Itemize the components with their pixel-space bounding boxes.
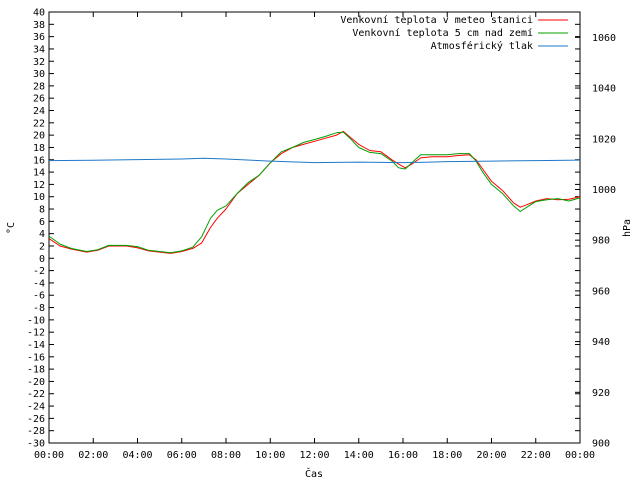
series-line-1 (48, 131, 581, 254)
series-lines (48, 130, 581, 254)
right-tick-label: 1060 (592, 33, 616, 44)
right-tick-label: 980 (592, 236, 610, 247)
x-tick-label: 10:00 (255, 450, 285, 461)
left-tick-label: -20 (27, 377, 45, 388)
left-tick-label: -28 (27, 426, 45, 437)
left-tick-label: 24 (33, 106, 45, 117)
right-tick-label: 940 (592, 337, 610, 348)
left-tick-label: 26 (33, 94, 45, 105)
x-tick-label: 00:00 (565, 450, 595, 461)
y-axis-label-right: hPa (622, 219, 633, 237)
x-axis: 00:00 02:00 04:00 06:00 08:00 10:00 12:00 14:00… (34, 12, 595, 461)
left-tick-label: -22 (27, 389, 45, 400)
left-tick-label: 30 (33, 69, 45, 80)
left-tick-label: -8 (33, 303, 45, 314)
x-tick-label: 02:00 (78, 450, 108, 461)
left-tick-label: -14 (27, 340, 45, 351)
x-tick-label: 18:00 (432, 450, 462, 461)
right-tick-label: 920 (592, 388, 610, 399)
left-tick-label: 28 (33, 81, 45, 92)
right-tick-label: 1000 (592, 185, 616, 196)
x-tick-label: 22:00 (521, 450, 551, 461)
left-tick-label: 40 (33, 8, 45, 19)
legend-label-0: Venkovní teplota v meteo stanici (340, 14, 533, 26)
x-tick-label: 12:00 (299, 450, 329, 461)
x-tick-label: 20:00 (476, 450, 506, 461)
x-tick-label: 06:00 (167, 450, 197, 461)
left-tick-label: 14 (33, 168, 45, 179)
left-tick-label: 12 (33, 180, 45, 191)
series-line-0 (48, 130, 581, 254)
right-axis: 1060 1040 1020 1000 980 960 940 920 900 (575, 33, 616, 450)
left-tick-label: -30 (27, 439, 45, 450)
left-tick-label: 20 (33, 131, 45, 142)
x-axis-label: Čas (305, 467, 323, 480)
left-tick-label: -12 (27, 328, 45, 339)
left-tick-label: 10 (33, 192, 45, 203)
left-tick-label: -2 (33, 266, 45, 277)
left-tick-label: -16 (27, 352, 45, 363)
left-tick-label: 34 (33, 44, 45, 55)
legend: Venkovní teplota v meteo stanici Venkovn… (340, 14, 568, 52)
left-tick-label: -18 (27, 365, 45, 376)
right-tick-label: 900 (592, 439, 610, 450)
left-tick-label: -4 (33, 278, 45, 289)
left-tick-label: -10 (27, 315, 45, 326)
left-tick-label: -24 (27, 402, 45, 413)
left-tick-label: 2 (39, 241, 45, 252)
left-axis: 4038363432302826242220181614121086420-2-… (27, 8, 580, 450)
right-tick-label: 960 (592, 286, 610, 297)
y-axis-label-left: °C (6, 222, 17, 234)
x-tick-label: 04:00 (122, 450, 152, 461)
left-tick-label: 16 (33, 155, 45, 166)
left-tick-label: 32 (33, 57, 45, 68)
x-tick-label: 00:00 (34, 450, 64, 461)
left-tick-label: 38 (33, 20, 45, 31)
left-tick-label: 0 (39, 254, 45, 265)
left-tick-label: 18 (33, 143, 45, 154)
series-line-2 (48, 157, 581, 164)
plot-frame (48, 11, 581, 444)
left-tick-label: 36 (33, 32, 45, 43)
legend-label-1: Venkovní teplota 5 cm nad zemí (352, 27, 533, 39)
x-tick-label: 08:00 (211, 450, 241, 461)
left-tick-label: -6 (33, 291, 45, 302)
left-tick-label: 8 (39, 205, 45, 216)
x-tick-label: 14:00 (344, 450, 374, 461)
left-tick-label: 22 (33, 118, 45, 129)
right-tick-label: 1020 (592, 134, 616, 145)
x-tick-label: 16:00 (388, 450, 418, 461)
left-tick-label: 6 (39, 217, 45, 228)
right-tick-label: 1040 (592, 84, 616, 95)
legend-label-2: Atmosférický tlak (431, 40, 533, 52)
left-tick-label: 4 (39, 229, 45, 240)
left-tick-label: -26 (27, 414, 45, 425)
